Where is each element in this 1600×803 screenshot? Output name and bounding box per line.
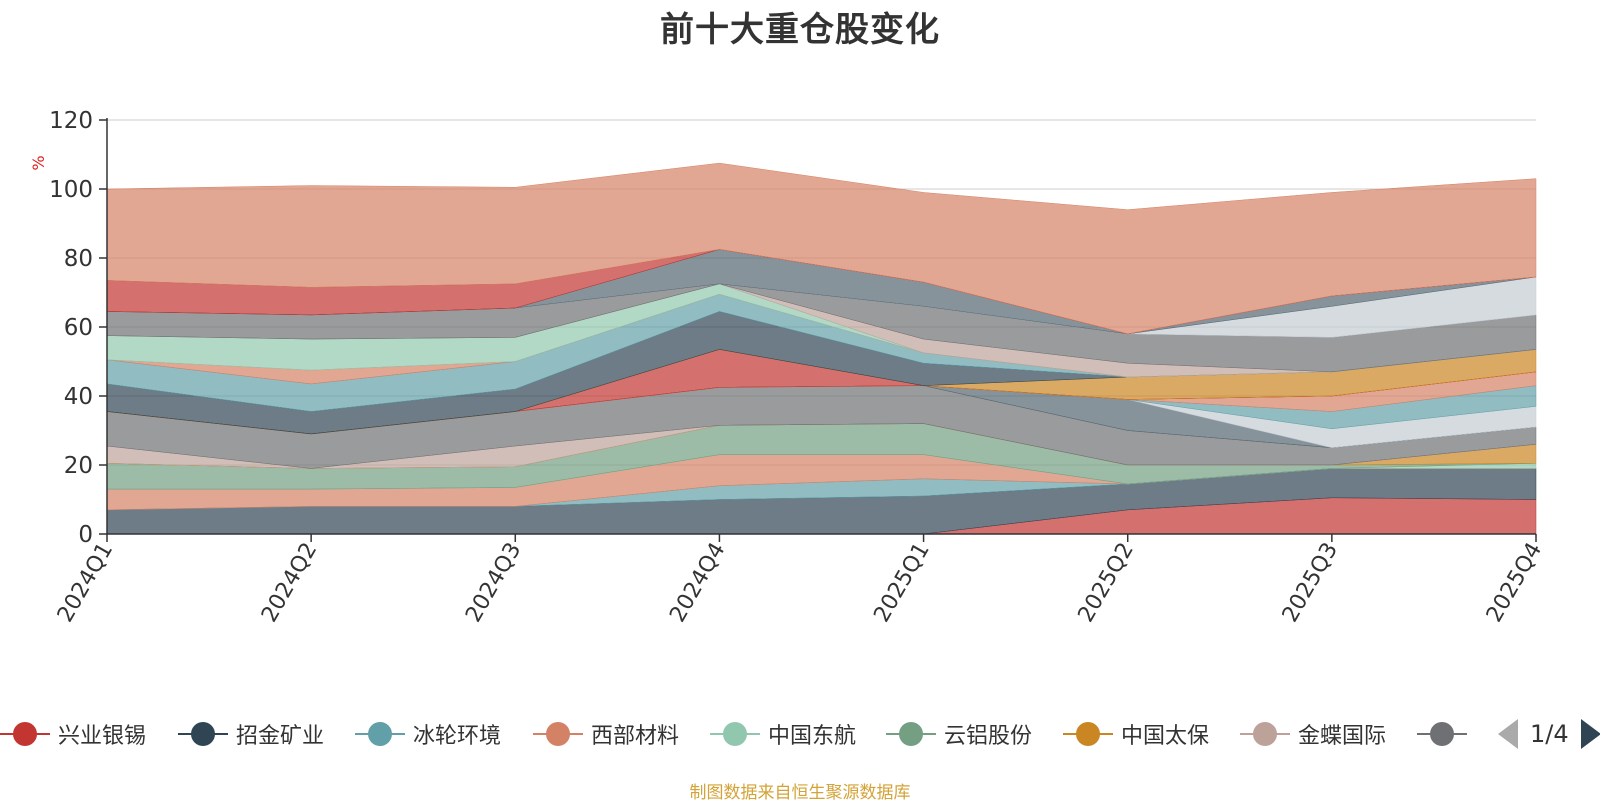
legend-label: 云铝股份	[944, 724, 1033, 749]
y-tick-label: 100	[49, 177, 93, 203]
legend-item[interactable]: 金蝶国际	[1240, 716, 1386, 752]
legend-item[interactable]: 冰轮环境	[355, 716, 501, 752]
area-series-group[interactable]	[106, 162, 1537, 535]
y-tick-label: 0	[78, 522, 93, 548]
legend-label: 西部材料	[591, 724, 680, 749]
x-tick-label: 2025Q4	[1482, 539, 1547, 627]
legend-symbol-icon	[1417, 719, 1467, 749]
legend-label: 兴业银锡	[58, 724, 147, 749]
legend-symbol-icon	[886, 719, 936, 749]
chart-legend: 兴业银锡 招金矿业 冰轮环境 西部材料 中国东航 云铝股份 中国太保 金蝶国际 紫金矿业	[0, 716, 1600, 752]
legend-label: 金蝶国际	[1298, 724, 1387, 749]
legend-symbol-icon	[355, 719, 405, 749]
legend-page-indicator: 1/4	[1530, 720, 1569, 748]
legend-item[interactable]: 中国太保	[1063, 716, 1209, 752]
stacked-area-chart: 0 20 40 60 80 100 120 2024Q1 2024Q2 2024Q3 2024Q4 2…	[29, 108, 1547, 627]
x-tick-label: 2024Q1	[53, 539, 118, 627]
y-tick-label: 120	[49, 108, 93, 134]
x-tick-label: 2025Q1	[869, 539, 934, 627]
legend-symbol-icon	[533, 719, 583, 749]
legend-label: 冰轮环境	[413, 724, 502, 749]
y-axis-label: %	[29, 155, 48, 170]
legend-pager: 1/4	[1498, 716, 1600, 752]
legend-item[interactable]: 兴业银锡	[0, 716, 146, 752]
legend-item[interactable]: 中国东航	[710, 716, 856, 752]
x-tick-label: 2024Q2	[257, 539, 322, 627]
y-tick-label: 40	[64, 384, 93, 410]
area-series-25[interactable]	[106, 162, 1537, 335]
legend-symbol-icon	[0, 719, 50, 749]
source-note: 制图数据来自恒生聚源数据库	[689, 783, 911, 803]
legend-label: 中国太保	[1121, 724, 1210, 749]
legend-symbol-icon	[178, 719, 228, 749]
legend-label: 中国东航	[768, 724, 857, 749]
legend-prev-page-icon[interactable]	[1498, 719, 1518, 749]
legend-item[interactable]: 招金矿业	[178, 716, 324, 752]
legend-symbol-icon	[1240, 719, 1290, 749]
chart-title: 前十大重仓股变化	[660, 10, 940, 50]
y-tick-label: 80	[64, 246, 93, 272]
x-tick-label: 2024Q4	[665, 539, 730, 627]
legend-label: 招金矿业	[236, 724, 325, 749]
y-tick-label: 20	[64, 453, 93, 479]
legend-next-page-icon[interactable]	[1580, 719, 1600, 749]
x-tick-label: 2025Q3	[1278, 539, 1343, 627]
legend-item[interactable]: 云铝股份	[886, 716, 1032, 752]
legend-symbol-icon	[710, 719, 760, 749]
x-tick-label: 2025Q2	[1074, 539, 1139, 627]
y-tick-label: 60	[64, 315, 93, 341]
legend-item[interactable]: 紫金矿业	[1417, 716, 1472, 752]
legend-items: 兴业银锡 招金矿业 冰轮环境 西部材料 中国东航 云铝股份 中国太保 金蝶国际 紫金矿业	[0, 716, 1472, 752]
legend-symbol-icon	[1063, 719, 1113, 749]
x-tick-label: 2024Q3	[461, 539, 526, 627]
legend-item[interactable]: 西部材料	[533, 716, 679, 752]
